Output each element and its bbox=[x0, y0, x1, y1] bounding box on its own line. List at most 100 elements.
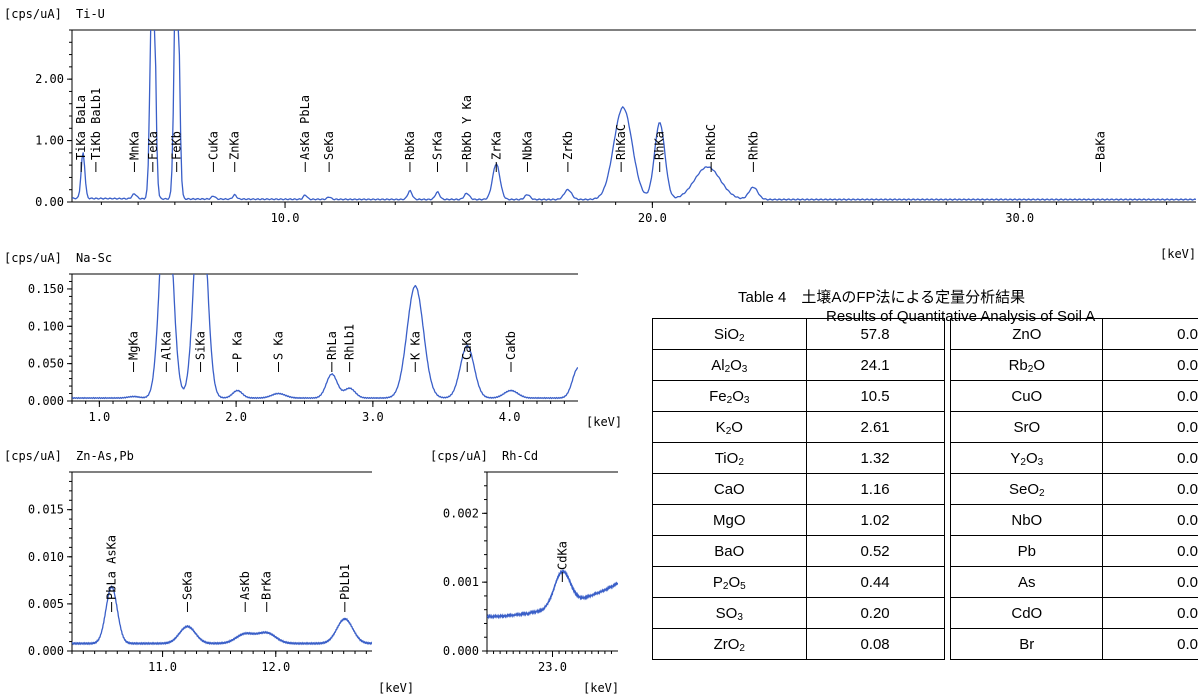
peak-label: NbKa bbox=[520, 131, 534, 160]
formula-subscript: 3 bbox=[741, 363, 748, 375]
formula-text: As bbox=[1018, 573, 1036, 591]
peak-label: MnKa bbox=[127, 131, 141, 160]
y-tick-label: 2.00 bbox=[35, 72, 64, 86]
compound-cell: BaO bbox=[652, 535, 807, 567]
formula-text: Al bbox=[711, 356, 725, 374]
formula-subscript: 2 bbox=[726, 394, 733, 406]
formula-subscript: 2 bbox=[725, 425, 732, 437]
chart-title: Na-Sc bbox=[76, 251, 112, 265]
peak-label: S Ka bbox=[272, 331, 286, 360]
peak-label: RhKb bbox=[746, 131, 760, 160]
value-cell: 0.0 bbox=[1102, 535, 1198, 567]
spectrum-line bbox=[72, 30, 1196, 201]
formula-subscript: 5 bbox=[740, 580, 746, 592]
formula-text: O bbox=[732, 387, 744, 405]
peak-label: RhKa bbox=[653, 131, 667, 160]
formula-text: P bbox=[712, 573, 723, 591]
y-tick-label: 0.005 bbox=[28, 597, 64, 611]
formula-text: ZnO bbox=[1012, 325, 1042, 343]
spectrum-line bbox=[72, 274, 578, 400]
formula-text: O bbox=[1025, 449, 1038, 467]
chart-ylabel: [cps/uA] bbox=[430, 449, 488, 463]
formula-text: SO bbox=[715, 604, 738, 622]
table-row: SO3 0.20 CdO 0.0 bbox=[652, 597, 1198, 629]
y-tick-label: 0.001 bbox=[443, 575, 479, 589]
formula-text: CuO bbox=[1011, 387, 1043, 405]
formula-text: BaO bbox=[714, 542, 745, 560]
peak-label: ZrKb bbox=[561, 131, 575, 160]
value-cell: 24.1 bbox=[805, 349, 945, 381]
peak-label: CuKa bbox=[206, 131, 220, 160]
table-row: CaO 1.16 SeO2 0.0 bbox=[652, 473, 1198, 505]
value-cell: 57.8 bbox=[805, 318, 945, 350]
compound-cell: Pb bbox=[950, 535, 1104, 567]
peak-label: SiKa bbox=[194, 331, 208, 360]
compound-cell: Al2O3 bbox=[652, 349, 807, 381]
formula-text: Fe bbox=[709, 387, 727, 405]
spectrum-line bbox=[487, 568, 618, 620]
value-cell: 0.0 bbox=[1102, 473, 1198, 505]
table-row: BaO 0.52 Pb 0.0 bbox=[652, 535, 1198, 567]
compound-cell: Fe2O3 bbox=[652, 380, 807, 412]
column-gap bbox=[943, 473, 952, 505]
chart-title: Rh-Cd bbox=[502, 449, 538, 463]
value-cell: 0.0 bbox=[1102, 380, 1198, 412]
x-tick-label: 12.0 bbox=[261, 660, 290, 674]
table-row: Fe2O3 10.5 CuO 0.0 bbox=[652, 380, 1198, 412]
value-cell: 0.0 bbox=[1102, 318, 1198, 350]
chart-title: Ti-U bbox=[76, 7, 105, 21]
column-gap bbox=[943, 318, 952, 350]
compound-cell: CdO bbox=[950, 597, 1104, 629]
column-gap bbox=[943, 411, 952, 443]
table-row: ZrO2 0.08 Br 0.0 bbox=[652, 628, 1198, 660]
peak-label: SeKa bbox=[180, 571, 194, 600]
value-cell: 0.0 bbox=[1102, 411, 1198, 443]
formula-subscript: 3 bbox=[737, 611, 743, 623]
formula-text: CaO bbox=[713, 480, 745, 498]
formula-text: O bbox=[730, 356, 742, 374]
column-gap bbox=[943, 597, 952, 629]
x-unit-label: [keV] bbox=[583, 681, 619, 695]
peak-label: K Ka bbox=[408, 331, 422, 360]
compound-cell: SrO bbox=[950, 411, 1104, 443]
peak-label: BrKa bbox=[260, 571, 274, 600]
formula-text: SiO bbox=[714, 325, 740, 343]
x-tick-label: 11.0 bbox=[148, 660, 177, 674]
compound-cell: K2O bbox=[652, 411, 807, 443]
compound-cell: Br bbox=[950, 628, 1104, 660]
formula-text: O bbox=[1033, 356, 1045, 374]
formula-subscript: 2 bbox=[739, 642, 745, 654]
peak-label: CaKb bbox=[504, 331, 518, 360]
compound-cell: CaO bbox=[652, 473, 807, 505]
formula-text: Br bbox=[1019, 635, 1035, 653]
spectrum-line bbox=[72, 584, 372, 646]
compound-cell: ZrO2 bbox=[652, 628, 807, 660]
y-tick-label: 0.050 bbox=[28, 357, 64, 371]
peak-label: RhLb1 bbox=[343, 324, 357, 360]
compound-cell: CuO bbox=[950, 380, 1104, 412]
peak-label: AsKa PbLa bbox=[298, 95, 312, 160]
chart-ylabel: [cps/uA] bbox=[4, 7, 62, 21]
peak-label: ZrKa bbox=[489, 131, 503, 160]
formula-subscript: 2 bbox=[1039, 487, 1045, 499]
table-row: K2O 2.61 SrO 0.0 bbox=[652, 411, 1198, 443]
formula-text: O bbox=[728, 573, 741, 591]
table-caption-ja: Table 4 土壌AのFP法による定量分析結果 bbox=[738, 289, 1026, 306]
formula-text: Y bbox=[1010, 449, 1021, 467]
peak-label: RbKb Y Ka bbox=[460, 95, 474, 160]
x-tick-label: 30.0 bbox=[1005, 211, 1034, 225]
value-cell: 0.44 bbox=[805, 566, 945, 598]
peak-label: TiKa BaLa bbox=[74, 95, 88, 160]
results-table: SiO2 57.8 ZnO 0.0 Al2O3 24.1 Rb2O 0.0 Fe2O3 10.5 C… bbox=[652, 318, 1198, 660]
peak-label: BaKa bbox=[1093, 131, 1107, 160]
table-row: P2O5 0.44 As 0.0 bbox=[652, 566, 1198, 598]
table-row: TiO2 1.32 Y2O3 0.0 bbox=[652, 442, 1198, 474]
y-tick-label: 0.000 bbox=[28, 644, 64, 658]
peak-label: PbLb1 bbox=[338, 564, 352, 600]
value-cell: 0.0 bbox=[1102, 597, 1198, 629]
value-cell: 1.16 bbox=[805, 473, 945, 505]
compound-cell: SiO2 bbox=[652, 318, 807, 350]
x-tick-label: 2.0 bbox=[225, 410, 247, 424]
y-tick-label: 0.00 bbox=[35, 195, 64, 209]
